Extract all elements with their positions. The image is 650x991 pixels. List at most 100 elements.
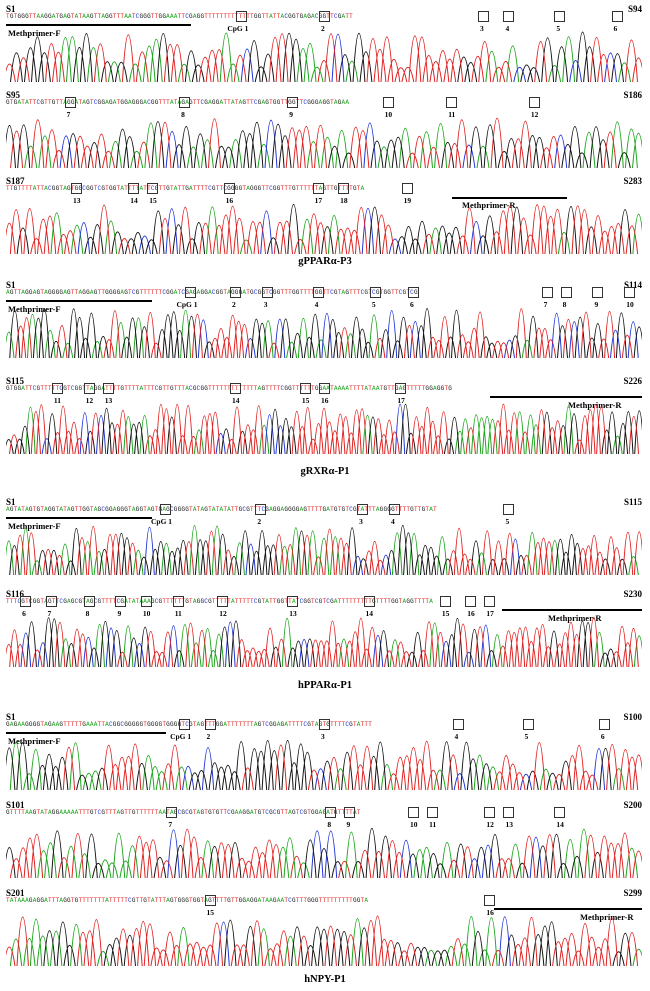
base-sequence: TTTCGTCGGTAGTTCGAGCGTAGCGTTTTCGATATAAAGC… bbox=[6, 598, 433, 605]
trace-A bbox=[9, 741, 625, 791]
cpg-site-number: 13 bbox=[289, 609, 297, 618]
cpg-site-box bbox=[503, 11, 515, 22]
cpg-site-box bbox=[319, 719, 330, 730]
trace-A bbox=[59, 32, 631, 83]
cpg-site-number: CpG 1 bbox=[151, 517, 173, 526]
trace-C bbox=[167, 829, 543, 879]
trace-T bbox=[6, 33, 642, 83]
cpg-site-box bbox=[45, 596, 57, 607]
cpg-site-number: 19 bbox=[403, 196, 412, 205]
cpg-site-number: 15 bbox=[301, 396, 310, 405]
cpg-site-box bbox=[624, 287, 636, 298]
trace-G bbox=[26, 617, 617, 668]
cpg-site-number: 8 bbox=[327, 820, 332, 829]
cpg-site-box bbox=[395, 383, 407, 394]
cpg-site-box bbox=[554, 807, 566, 818]
trace-C bbox=[20, 621, 492, 668]
cpg-site-box bbox=[229, 383, 241, 394]
cpg-site-number: 16 bbox=[225, 196, 234, 205]
cpg-site-number: 10 bbox=[410, 820, 418, 829]
panel-hppara-p1: S1 S115 AGTATAGTGTAGGTATAGTTGGTAGCGGAGGG… bbox=[0, 497, 650, 693]
seq-row: S116 S230 TTTCGTCGGTAGTTCGAGCGTAGCGTTTTC… bbox=[0, 589, 650, 673]
row-end-label: S230 bbox=[623, 589, 642, 599]
cpg-site-box bbox=[70, 183, 82, 194]
chromatogram bbox=[6, 739, 642, 791]
base-sequence: GTTTTAAGTATAGGAAAAATTTGTCGTTTAGTTGTTTTTT… bbox=[6, 809, 361, 816]
primer-label: Methprimer-F bbox=[8, 304, 61, 314]
cpg-site-number: 7 bbox=[543, 300, 548, 309]
seq-row: S1 S94 TGTGGGTTAAGGATGAGTATAAGTTAGGTTTAA… bbox=[0, 4, 650, 88]
row-start-label: S1 bbox=[6, 497, 16, 507]
cpg-site-number: 12 bbox=[530, 110, 539, 119]
panel-grxra-p1: S1 S114 AGTTAGGAGTAGGGGAGTTAGGAGTTGGGGAG… bbox=[0, 280, 650, 480]
cpg-site-number: 14 bbox=[130, 196, 138, 205]
trace-G bbox=[9, 524, 628, 576]
cpg-site-box bbox=[20, 596, 32, 607]
cpg-site-box bbox=[185, 287, 197, 298]
cpg-site-number: 5 bbox=[524, 732, 529, 741]
row-start-label: S101 bbox=[6, 800, 25, 810]
cpg-site-box bbox=[611, 11, 623, 22]
cpg-site-number: 12 bbox=[486, 820, 494, 829]
cpg-site-box bbox=[554, 11, 566, 22]
cpg-site-box bbox=[439, 596, 451, 607]
trace-C bbox=[240, 33, 617, 83]
chromatogram bbox=[6, 827, 642, 879]
primer-bar bbox=[490, 396, 642, 398]
cpg-site-number: 7 bbox=[66, 110, 71, 119]
cpg-site-number: 8 bbox=[181, 110, 185, 119]
cpg-site-box bbox=[446, 97, 458, 108]
cpg-site-number: 2 bbox=[257, 517, 262, 526]
chromatogram bbox=[6, 915, 642, 967]
trace-C bbox=[41, 403, 406, 455]
primer-bar bbox=[502, 609, 642, 611]
cpg-site-number: 11 bbox=[174, 609, 182, 618]
cpg-site-number: 9 bbox=[594, 300, 599, 309]
cpg-site-box bbox=[115, 596, 127, 607]
cpg-site-number: 3 bbox=[359, 517, 363, 526]
cpg-site-box bbox=[255, 504, 267, 515]
cpg-site-number: 7 bbox=[47, 609, 52, 618]
trace-T bbox=[62, 740, 642, 791]
base-sequence: TTGTTTTATTACGGTAGTGGCGGTCGTGGTATTTTATTCG… bbox=[6, 185, 365, 192]
base-sequence: AGTATAGTGTAGGTATAGTTGGTAGCGGAGGGTAGGTAGT… bbox=[6, 506, 437, 513]
cpg-site-box bbox=[357, 504, 369, 515]
cpg-site-number: 3 bbox=[480, 24, 484, 33]
cpg-site-box bbox=[172, 596, 184, 607]
cpg-site-number: 17 bbox=[314, 196, 323, 205]
cpg-site-number: 4 bbox=[454, 732, 459, 741]
cpg-site-box bbox=[408, 287, 420, 298]
trace-A bbox=[50, 206, 642, 255]
cpg-site-box bbox=[465, 596, 477, 607]
seq-row: S101 S200 GTTTTAAGTATAGGAAAAATTTGTCGTTTA… bbox=[0, 800, 650, 884]
cpg-site-box bbox=[299, 383, 311, 394]
cpg-site-box bbox=[452, 719, 464, 730]
cpg-site-box bbox=[261, 287, 273, 298]
row-start-label: S116 bbox=[6, 589, 25, 599]
cpg-site-number: 7 bbox=[168, 820, 173, 829]
row-start-label: S1 bbox=[6, 712, 16, 722]
row-start-label: S115 bbox=[6, 376, 25, 386]
cpg-site-box bbox=[319, 383, 330, 394]
cpg-site-box bbox=[427, 807, 439, 818]
cpg-site-number: 15 bbox=[441, 609, 450, 618]
cpg-site-number: 16 bbox=[467, 609, 475, 618]
cpg-site-number: CpG 1 bbox=[227, 24, 249, 33]
cpg-site-number: 6 bbox=[613, 24, 618, 33]
cpg-site-number: 5 bbox=[371, 300, 376, 309]
row-start-label: S1 bbox=[6, 280, 16, 290]
trace-A bbox=[60, 617, 642, 668]
chromatogram bbox=[6, 524, 642, 576]
cpg-site-box bbox=[522, 719, 534, 730]
trace-G bbox=[43, 919, 632, 967]
cpg-site-box bbox=[338, 183, 350, 194]
seq-row: S1 S100 GAGAAGGGGTAGAAGTTTTTGAAATTACGGCG… bbox=[0, 712, 650, 796]
trace-G bbox=[10, 31, 624, 83]
panel-gppara-p3: S1 S94 TGTGGGTTAAGGATGAGTATAAGTTAGGTTTAA… bbox=[0, 4, 650, 267]
trace-T bbox=[9, 828, 642, 879]
cpg-site-box bbox=[363, 596, 375, 607]
cpg-site-box bbox=[166, 807, 178, 818]
cpg-site-number: 2 bbox=[206, 732, 211, 741]
cpg-site-number: 13 bbox=[505, 820, 513, 829]
primer-bar bbox=[494, 908, 642, 910]
